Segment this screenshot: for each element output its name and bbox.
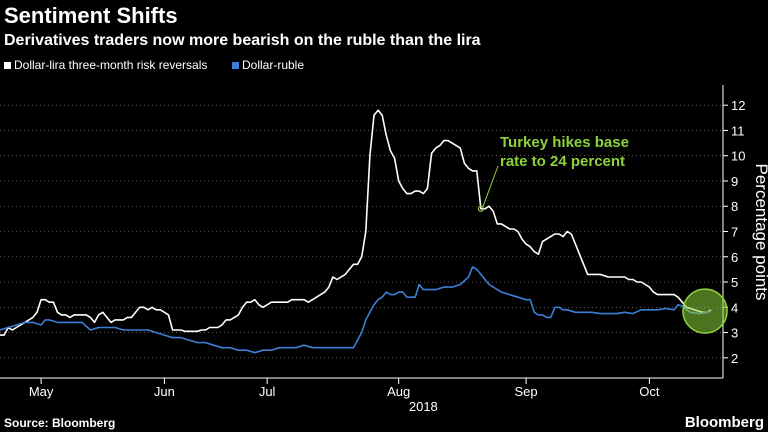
annotation-text-line-1: Turkey hikes base	[500, 134, 629, 151]
x-tick-label: Jun	[154, 384, 175, 399]
series-line-lira	[0, 109, 712, 336]
y-tick-label: 5	[731, 275, 738, 290]
legend-swatch-lira	[4, 62, 11, 69]
x-year-label: 2018	[409, 399, 438, 414]
legend-label-ruble: Dollar-ruble	[242, 58, 304, 72]
legend-label-lira: Dollar-lira three-month risk reversals	[14, 58, 207, 72]
y-axis-ticks: 2 3 4 5 6 7 8 9 10 11 12	[723, 98, 745, 366]
y-tick-label: 10	[731, 149, 745, 164]
y-tick-label: 12	[731, 98, 745, 113]
y-tick-label: 3	[731, 326, 738, 341]
y-tick-label: 4	[731, 300, 738, 315]
annotation-leader-line	[482, 165, 499, 207]
y-axis-label: Percentage points	[752, 163, 768, 300]
x-tick-label: May	[29, 384, 54, 399]
legend-swatch-ruble	[232, 62, 239, 69]
gridlines	[0, 104, 723, 359]
annotation-marker	[477, 205, 484, 212]
source-note: Source: Bloomberg	[4, 416, 115, 430]
legend: Dollar-lira three-month risk reversals D…	[4, 58, 304, 72]
chart-title: Sentiment Shifts	[4, 3, 178, 28]
chart-subtitle: Derivatives traders now more bearish on …	[4, 32, 481, 49]
series-line-ruble	[0, 266, 712, 354]
y-tick-label: 11	[731, 123, 745, 138]
y-tick-label: 7	[731, 225, 738, 240]
highlight-circle	[682, 288, 728, 334]
bloomberg-logo: Bloomberg	[685, 414, 764, 431]
x-tick-label: Oct	[639, 384, 660, 399]
x-axis-ticks: MayJunJulAugSepOctNov2018	[29, 378, 660, 414]
annotations: Turkey hikes base rate to 24 percent	[477, 134, 728, 334]
y-tick-label: 9	[731, 174, 738, 189]
y-tick-label: 6	[731, 250, 738, 265]
x-tick-label: Aug	[387, 384, 410, 399]
y-tick-label: 2	[731, 351, 738, 366]
x-tick-label: Sep	[515, 384, 538, 399]
annotation-text-line-2: rate to 24 percent	[500, 153, 625, 170]
y-tick-label: 8	[731, 199, 738, 214]
x-tick-label: Jul	[259, 384, 276, 399]
